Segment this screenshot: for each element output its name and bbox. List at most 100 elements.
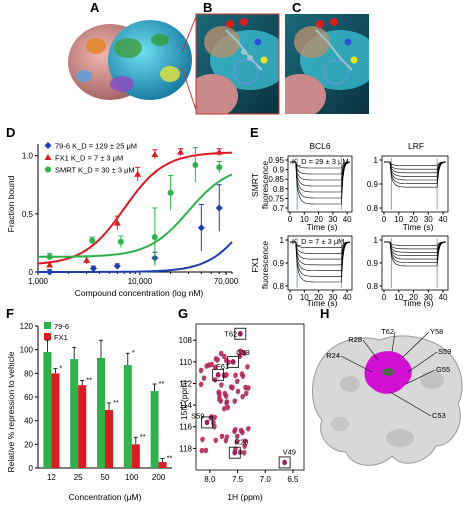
e-xtick-label: 30 xyxy=(328,293,337,302)
g-peak-red xyxy=(221,382,224,386)
g-xtick-label: 7.0 xyxy=(260,475,272,484)
g-peak-red xyxy=(235,372,238,377)
g-peak-red xyxy=(236,379,240,383)
f-significance: ** xyxy=(167,454,173,463)
e-xtick-label: 40 xyxy=(439,215,448,224)
h-leader-line xyxy=(405,369,436,385)
panel-e-chart: BCL6 LRF SMRT fluorescence FX1 fluoresce… xyxy=(250,141,449,308)
g-peak-red xyxy=(214,364,218,369)
f-xtick-label: 25 xyxy=(74,473,83,482)
e-ytick-label: 0.9 xyxy=(367,180,379,189)
d-point-FX1 xyxy=(83,256,91,263)
e-xtick-label: 10 xyxy=(300,293,309,302)
g-residue-label: T62 xyxy=(224,330,237,339)
panel-a-image xyxy=(68,20,192,100)
f-bar-79-6 xyxy=(123,365,132,468)
f-significance: ** xyxy=(113,398,119,407)
g-peak-red xyxy=(243,450,247,454)
e-ytick-label: 0.9 xyxy=(273,166,285,175)
e-annot-bottom: K_D = 7 ± 3 μM xyxy=(292,237,344,246)
d-point-SMRT xyxy=(216,164,223,171)
e-xtick-label: 20 xyxy=(409,215,418,224)
f-legend-label: FX1 xyxy=(54,333,68,342)
f-legend-label: 79-6 xyxy=(54,322,69,331)
g-peak-red xyxy=(223,353,227,358)
f-ytick-label: 40 xyxy=(24,417,33,426)
f-significance: * xyxy=(132,348,135,357)
g-peak-red xyxy=(213,420,216,424)
e-trace-tl xyxy=(290,161,351,181)
h-residue-label: C53 xyxy=(432,411,446,420)
e-xtick-label: 40 xyxy=(439,293,448,302)
g-ytick-label: 112 xyxy=(179,379,192,388)
g-peak-box xyxy=(228,446,241,459)
e-trace-br xyxy=(384,241,447,263)
e-ytick-label: 1 xyxy=(280,236,285,245)
e-xtick-label: 0 xyxy=(382,293,387,302)
panel-e-label: E xyxy=(250,125,259,140)
e-trace-bl xyxy=(290,241,351,277)
f-xlabel: Concentration (μM) xyxy=(69,492,142,502)
e-xtick-label: 20 xyxy=(314,215,323,224)
g-xtick-label: 7.5 xyxy=(232,475,244,484)
g-peak-red xyxy=(232,385,235,389)
e-trace-tr xyxy=(384,161,447,188)
e-xlabel-bl: Time (s) xyxy=(307,298,338,308)
f-ylabel: Relative % repression to vehicle xyxy=(6,351,16,472)
d-fit-curve-79-6 xyxy=(38,241,233,273)
e-ylabel-bottom: fluorescence xyxy=(260,241,270,289)
e-trace-tr xyxy=(384,161,446,166)
f-xtick-label: 100 xyxy=(125,473,139,482)
g-peak-red xyxy=(200,382,204,386)
e-row-fx1: FX1 xyxy=(250,257,260,273)
d-legend-label: 79-6 K_D = 129 ± 25 μM xyxy=(55,142,137,151)
g-peak-red xyxy=(202,437,205,441)
h-residue-label: S59 xyxy=(438,347,451,356)
f-xtick-label: 200 xyxy=(152,473,166,482)
h-leader-line xyxy=(389,391,432,417)
e-ytick-label: 0.8 xyxy=(367,282,379,291)
e-ytick-label: 1 xyxy=(374,156,379,165)
d-ytick-label: 0.5 xyxy=(22,210,34,219)
g-peak-red xyxy=(219,393,222,398)
g-ytick-label: 108 xyxy=(179,336,193,345)
g-peak-red xyxy=(227,405,231,409)
d-point-79-6 xyxy=(89,265,97,273)
g-peak-red xyxy=(244,443,247,448)
g-peak-labeled xyxy=(232,449,238,456)
f-significance: * xyxy=(59,364,62,373)
e-trace-tl xyxy=(290,161,351,205)
f-ytick-label: 80 xyxy=(24,369,33,378)
f-legend-swatch xyxy=(44,333,51,340)
g-peak-red xyxy=(226,399,230,403)
h-leader-line xyxy=(391,331,396,353)
g-ytick-label: 116 xyxy=(179,423,192,432)
d-point-79-6 xyxy=(46,268,54,276)
g-peak-red xyxy=(208,362,212,366)
d-xtick-label: 1,000 xyxy=(28,277,49,286)
h-residue-label: G55 xyxy=(436,365,450,374)
g-ylabel: 15N (ppm) xyxy=(179,380,189,420)
f-bar-FX1 xyxy=(105,410,113,468)
g-peak-box xyxy=(278,456,291,469)
e-trace-br xyxy=(384,241,447,256)
e-trace-tl xyxy=(290,161,350,175)
g-peak-red xyxy=(242,430,245,434)
g-ytick-label: 110 xyxy=(179,358,192,367)
g-peak-red xyxy=(201,448,205,452)
e-xtick-label: 10 xyxy=(394,215,403,224)
panel-f-label: F xyxy=(6,306,14,321)
d-point-SMRT xyxy=(151,234,158,241)
g-peak-red xyxy=(205,448,209,452)
g-residue-label: F61 xyxy=(216,362,229,371)
d-legend-label: FX1 K_D = 7 ± 3 μM xyxy=(55,154,123,163)
e-xtick-label: 30 xyxy=(424,215,433,224)
g-peak-red xyxy=(200,368,204,372)
f-ytick-label: 100 xyxy=(20,346,34,355)
e-trace-tr xyxy=(384,161,447,181)
d-ylabel: Fraction bound xyxy=(6,175,16,232)
g-peak-red xyxy=(245,385,248,389)
g-peak-red xyxy=(234,427,238,431)
h-leader-line xyxy=(401,331,430,359)
